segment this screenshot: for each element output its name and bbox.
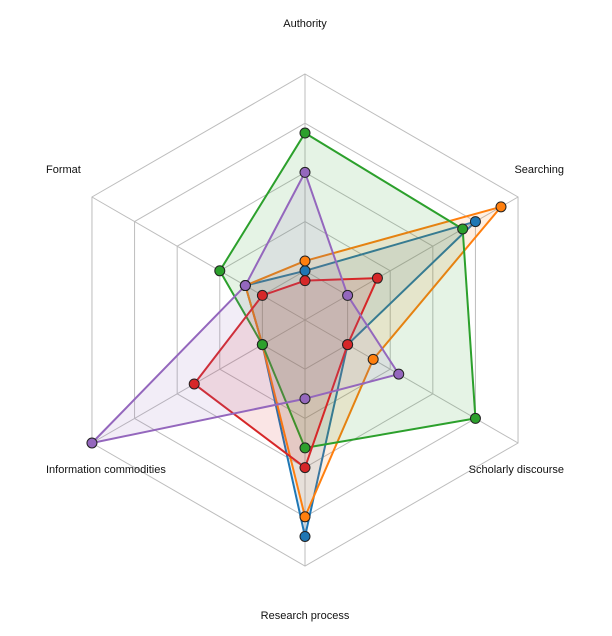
series-3-point-research-process xyxy=(299,442,311,454)
spoke-format xyxy=(91,196,306,321)
series-3-point-information-commodities xyxy=(256,339,268,351)
series-5-point-authority xyxy=(299,166,311,178)
axis-labels: Authority Searching Scholarly discourse … xyxy=(46,18,564,622)
axis-label-format: Format xyxy=(46,164,81,176)
series-1-point-authority xyxy=(299,265,311,277)
axis-label-research-process: Research process xyxy=(261,610,350,622)
series-5-point-format xyxy=(239,280,251,292)
axis-label-authority: Authority xyxy=(283,18,327,30)
axis-label-scholarly-discourse: Scholarly discourse xyxy=(469,464,564,476)
series-4-point-format xyxy=(256,289,268,301)
series-1-point-research-process xyxy=(299,530,311,542)
axis-label-searching: Searching xyxy=(514,164,564,176)
series-3-point-format xyxy=(214,265,226,277)
series-3-point-scholarly-discourse xyxy=(469,412,481,424)
spoke-scholarly-discourse xyxy=(304,319,519,444)
spoke-searching xyxy=(304,196,519,321)
series-3-point-authority xyxy=(299,127,311,139)
series-4-point-scholarly-discourse xyxy=(342,339,354,351)
series-2-point-searching xyxy=(495,201,507,213)
series-5-point-scholarly-discourse xyxy=(393,368,405,380)
series-2-point-research-process xyxy=(299,511,311,523)
series-2-point-scholarly-discourse xyxy=(367,353,379,365)
series-5-point-searching xyxy=(342,289,354,301)
series-4-point-authority xyxy=(299,275,311,287)
series-5-point-information-commodities xyxy=(86,437,98,449)
series-3-point-searching xyxy=(457,223,469,235)
series-4-point-information-commodities xyxy=(188,378,200,390)
series-points xyxy=(86,127,507,542)
series-2-point-authority xyxy=(299,255,311,267)
series-4-point-searching xyxy=(371,272,383,284)
series-4-point-research-process xyxy=(299,462,311,474)
axis-label-information-commodities: Information commodities xyxy=(46,464,166,476)
series-5-point-research-process xyxy=(299,393,311,405)
series-1-point-searching xyxy=(469,216,481,228)
